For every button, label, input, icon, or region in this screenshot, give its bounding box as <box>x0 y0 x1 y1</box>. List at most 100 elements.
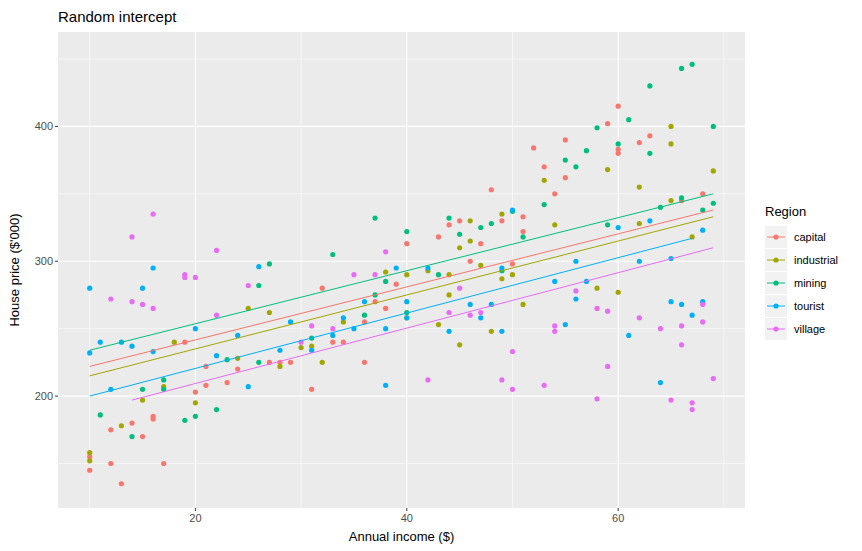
fit-line <box>90 210 714 366</box>
fit-line <box>132 248 713 400</box>
point <box>499 218 504 223</box>
minor-grid <box>58 58 745 59</box>
point <box>193 389 198 394</box>
point <box>193 275 198 280</box>
point <box>626 333 631 338</box>
point <box>711 168 716 173</box>
point <box>372 272 377 277</box>
legend-key <box>765 318 787 340</box>
fit-line <box>90 217 714 376</box>
point <box>626 117 631 122</box>
point <box>478 263 483 268</box>
point <box>267 261 272 266</box>
point <box>151 265 156 270</box>
point <box>700 319 705 324</box>
legend-key <box>765 249 787 271</box>
point <box>330 340 335 345</box>
point <box>679 342 684 347</box>
point <box>690 407 695 412</box>
point <box>108 427 113 432</box>
grid-line <box>195 32 196 508</box>
point <box>690 400 695 405</box>
panel <box>58 32 745 508</box>
point <box>552 323 557 328</box>
point <box>489 187 494 192</box>
point <box>383 269 388 274</box>
point <box>679 323 684 328</box>
tick <box>55 261 58 262</box>
point <box>605 121 610 126</box>
point <box>341 315 346 320</box>
point <box>404 299 409 304</box>
point <box>668 299 673 304</box>
legend-marker <box>773 303 778 308</box>
point <box>605 309 610 314</box>
point <box>616 290 621 295</box>
point <box>637 221 642 226</box>
tick-label: 20 <box>189 512 201 524</box>
point <box>320 286 325 291</box>
plot-area <box>87 62 716 487</box>
point <box>256 264 261 269</box>
grid-line <box>406 32 407 508</box>
point <box>151 416 156 421</box>
point <box>668 141 673 146</box>
point <box>594 306 599 311</box>
point <box>362 360 367 365</box>
point <box>690 313 695 318</box>
fit-line <box>90 238 692 396</box>
point <box>87 450 92 455</box>
point <box>256 360 261 365</box>
point <box>87 350 92 355</box>
point <box>668 398 673 403</box>
tick-label: 300 <box>35 255 53 267</box>
point <box>594 396 599 401</box>
point <box>489 221 494 226</box>
legend-key <box>765 226 787 248</box>
point <box>679 66 684 71</box>
point <box>214 313 219 318</box>
point <box>214 353 219 358</box>
point <box>605 364 610 369</box>
point <box>658 326 663 331</box>
point <box>457 245 462 250</box>
point <box>330 333 335 338</box>
point <box>573 288 578 293</box>
point <box>225 380 230 385</box>
tick <box>618 508 619 511</box>
minor-grid <box>58 463 745 464</box>
minor-grid <box>89 32 90 508</box>
point <box>446 310 451 315</box>
point <box>542 383 547 388</box>
point <box>573 164 578 169</box>
point <box>468 313 473 318</box>
point <box>129 344 134 349</box>
point <box>637 184 642 189</box>
point <box>457 218 462 223</box>
legend-label: capital <box>794 231 826 243</box>
point <box>520 229 525 234</box>
point <box>478 315 483 320</box>
point <box>288 360 293 365</box>
point <box>616 225 621 230</box>
tick <box>55 126 58 127</box>
point <box>637 259 642 264</box>
point <box>119 423 124 428</box>
legend-key <box>765 272 787 294</box>
point <box>647 151 652 156</box>
point <box>404 229 409 234</box>
point <box>679 195 684 200</box>
point <box>383 326 388 331</box>
legend-label: industrial <box>794 254 838 266</box>
point <box>478 225 483 230</box>
point <box>594 286 599 291</box>
tick-label: 400 <box>35 120 53 132</box>
point <box>510 207 515 212</box>
point <box>616 104 621 109</box>
point <box>499 329 504 334</box>
point <box>584 148 589 153</box>
point <box>637 315 642 320</box>
point <box>404 272 409 277</box>
point <box>330 252 335 257</box>
point <box>351 272 356 277</box>
